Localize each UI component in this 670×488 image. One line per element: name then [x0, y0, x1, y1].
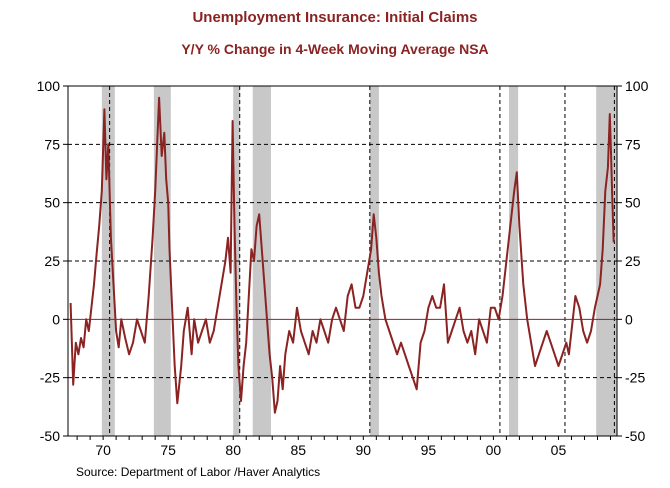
y-tick-label-left: 0: [52, 311, 60, 327]
series-line-initial-claims: [69, 96, 615, 414]
recession-band-6: [509, 86, 519, 436]
recession-band-5: [369, 86, 379, 436]
gridlines: [68, 86, 617, 436]
y-axis-left: 100 75 50 25 0 -25 -50: [37, 78, 68, 444]
x-tick-label: 85: [290, 442, 306, 458]
y-tick-label-right: 25: [625, 253, 641, 269]
x-axis: 70 75 80 85 90 95 00 05: [76, 436, 611, 458]
recession-band-7: [596, 86, 617, 436]
y-tick-label-right: 0: [625, 311, 633, 327]
y-tick-label-left: 25: [44, 253, 60, 269]
x-tick-label: 90: [356, 442, 372, 458]
y-tick-label-left: 50: [44, 195, 60, 211]
y-tick-label-left: -25: [40, 370, 60, 386]
x-tick-label: 80: [225, 442, 241, 458]
y-tick-label-right: -25: [625, 370, 645, 386]
x-tick-label: 95: [421, 442, 437, 458]
recession-band-1: [101, 86, 115, 436]
x-tick-label: 05: [551, 442, 567, 458]
chart-subtitle: Y/Y % Change in 4-Week Moving Average NS…: [181, 41, 489, 57]
y-tick-label-right: 100: [625, 78, 649, 94]
y-tick-label-left: 75: [44, 136, 60, 152]
y-axis-right: 100 75 50 25 0 -25 -50: [617, 78, 649, 444]
source-note: Source: Department of Labor /Haver Analy…: [76, 465, 321, 479]
chart-title: Unemployment Insurance: Initial Claims: [192, 9, 478, 26]
y-tick-label-right: 50: [625, 195, 641, 211]
y-tick-label-left: -50: [40, 428, 60, 444]
y-tick-label-left: 100: [37, 78, 61, 94]
x-tick-label: 00: [486, 442, 502, 458]
x-tick-label: 75: [160, 442, 176, 458]
y-tick-label-right: 75: [625, 136, 641, 152]
y-tick-label-right: -50: [625, 428, 645, 444]
x-tick-label: 70: [95, 442, 111, 458]
